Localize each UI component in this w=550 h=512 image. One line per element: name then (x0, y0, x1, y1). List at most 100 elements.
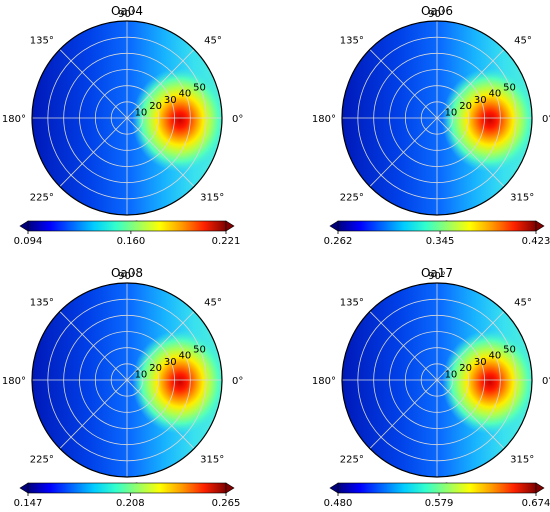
radial-tick-label: 30 (164, 357, 177, 368)
grid-spoke (436, 311, 505, 381)
radial-tick-label: 40 (488, 351, 501, 362)
polar-panel: 10203040500°45°90°135°180°225°270°315°Oa… (2, 4, 243, 247)
radial-tick-label: 30 (164, 95, 177, 106)
angle-tick-label: 45° (204, 297, 222, 308)
polar-frame (31, 282, 223, 478)
radial-tick-label: 10 (445, 107, 458, 118)
angle-tick-label: 90° (428, 271, 446, 282)
radial-tick-label: 50 (503, 83, 516, 94)
grid-spoke (59, 311, 128, 381)
angle-tick-label: 180° (2, 114, 26, 125)
radial-tick-label: 10 (445, 369, 458, 380)
grid-spoke (436, 49, 505, 119)
radial-tick-label: 20 (149, 363, 162, 374)
colorbar (27, 482, 227, 494)
angle-tick-label: 45° (204, 35, 222, 46)
radial-tick-label: 40 (488, 89, 501, 100)
polar-panel: 10203040500°45°90°135°180°225°270°315°Oa… (312, 4, 550, 247)
angle-tick-label: 90° (118, 271, 136, 282)
angle-tick-label: 225° (340, 193, 364, 204)
angle-tick-label: 45° (514, 297, 532, 308)
colorbar-tick-label: 0.674 (522, 498, 550, 509)
radial-tick-label: 10 (135, 369, 148, 380)
angle-tick-label: 90° (118, 9, 136, 20)
grid-spoke (369, 379, 438, 449)
angle-tick-label: 45° (514, 35, 532, 46)
angle-tick-label: 315° (200, 455, 224, 466)
colorbar-tick-label: 0.480 (324, 498, 353, 509)
angle-tick-label: 225° (340, 455, 364, 466)
hotspot (132, 68, 222, 172)
colorbar-extend-high (225, 220, 235, 232)
colorbar-tick-label: 0.423 (522, 236, 550, 247)
angle-tick-label: 135° (340, 35, 364, 46)
angle-tick-label: 0° (542, 376, 550, 387)
radial-tick-label: 40 (178, 351, 191, 362)
colorbar-extend-high (535, 482, 545, 494)
angle-tick-label: 0° (542, 114, 550, 125)
angle-tick-label: 135° (30, 297, 54, 308)
radial-tick-label: 50 (193, 83, 206, 94)
polar-frame (31, 20, 223, 216)
grid-spoke (369, 311, 438, 381)
radial-tick-label: 10 (135, 107, 148, 118)
hotspot (442, 330, 532, 434)
angle-tick-label: 315° (510, 193, 534, 204)
colorbar-tick-label: 0.265 (212, 498, 241, 509)
angle-tick-label: 180° (312, 114, 336, 125)
colorbar-tick-label: 0.262 (324, 236, 353, 247)
colorbar (337, 220, 537, 232)
colorbar-tick-label: 0.160 (117, 236, 146, 247)
grid-spoke (126, 311, 195, 381)
polar-panel: 10203040500°45°90°135°180°225°270°315°Oa… (312, 266, 550, 509)
polar-panel: 10203040500°45°90°135°180°225°270°315°Oa… (2, 266, 243, 509)
angle-tick-label: 225° (30, 455, 54, 466)
angle-tick-label: 0° (232, 376, 243, 387)
grid-spoke (59, 117, 128, 187)
grid-spoke (369, 49, 438, 119)
grid-spoke (436, 117, 505, 187)
radial-tick-label: 30 (474, 95, 487, 106)
colorbar-tick-label: 0.208 (116, 498, 145, 509)
colorbar-extend-high (225, 482, 235, 494)
grid-spoke (436, 379, 505, 449)
colorbar (337, 482, 537, 494)
polar-frame (341, 282, 533, 478)
colorbar-extend-high (535, 220, 545, 232)
panel-title: Oa08 (111, 266, 143, 280)
grid-spoke (59, 379, 128, 449)
hotspot (132, 330, 222, 434)
grid-spoke (126, 117, 195, 187)
angle-tick-label: 315° (510, 455, 534, 466)
panel-title: Oa17 (421, 266, 453, 280)
colorbar-tick-label: 0.345 (426, 236, 455, 247)
grid-spoke (59, 49, 128, 119)
colorbar-extend-low (329, 482, 339, 494)
angle-tick-label: 180° (2, 376, 26, 387)
angle-tick-label: 135° (340, 297, 364, 308)
grid-spoke (369, 117, 438, 187)
colorbar-extend-low (19, 482, 29, 494)
angle-tick-label: 0° (232, 114, 243, 125)
angle-tick-label: 315° (200, 193, 224, 204)
panel-title: Oa04 (111, 4, 143, 18)
radial-tick-label: 20 (149, 101, 162, 112)
colorbar-tick-label: 0.147 (14, 498, 43, 509)
hotspot (442, 68, 532, 172)
radial-tick-label: 40 (178, 89, 191, 100)
angle-tick-label: 135° (30, 35, 54, 46)
panel-title: Oa06 (421, 4, 453, 18)
colorbar-extend-low (329, 220, 339, 232)
radial-tick-label: 20 (459, 101, 472, 112)
colorbar-tick-label: 0.094 (14, 236, 43, 247)
radial-tick-label: 20 (459, 363, 472, 374)
colorbar-tick-label: 0.221 (212, 236, 241, 247)
colorbar (27, 220, 227, 232)
colorbar-tick-label: 0.579 (425, 498, 454, 509)
angle-tick-label: 90° (428, 9, 446, 20)
radial-tick-label: 50 (193, 345, 206, 356)
polar-frame (341, 20, 533, 216)
angle-tick-label: 225° (30, 193, 54, 204)
angle-tick-label: 180° (312, 376, 336, 387)
